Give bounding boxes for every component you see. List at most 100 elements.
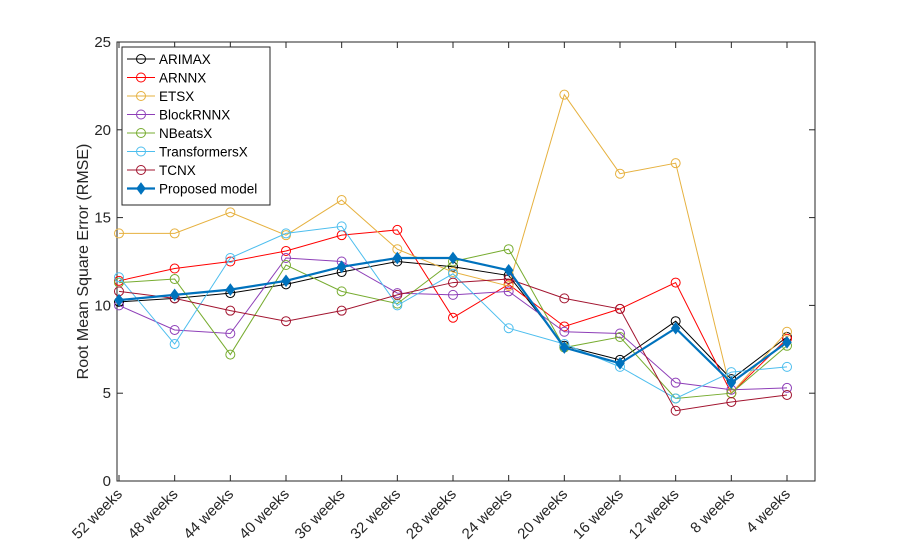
- data-point: [169, 288, 180, 302]
- data-point: [726, 376, 737, 389]
- data-point: [782, 361, 792, 372]
- data-point: [670, 393, 681, 404]
- legend-entry: Proposed model: [127, 182, 257, 197]
- data-point: [559, 293, 570, 304]
- legend: ARIMAX ARNNX ETSX BlockRNNX NBeatsX Transform…: [121, 46, 271, 206]
- data-point: [670, 377, 681, 388]
- x-tick-label: 20 weeks: [514, 486, 571, 543]
- y-tick-label: 0: [103, 473, 111, 490]
- x-tick-label: 48 weeks: [125, 486, 182, 543]
- legend-entry: NBeatsX: [127, 126, 212, 141]
- data-point: [114, 293, 124, 307]
- data-point: [225, 252, 236, 263]
- data-point: [336, 260, 347, 274]
- legend-entry: ARNNX: [127, 71, 206, 86]
- data-point: [448, 251, 458, 265]
- y-tick-label: 20: [94, 122, 111, 139]
- data-point: [336, 221, 347, 232]
- data-point: [670, 277, 681, 288]
- x-tick-label: 44 weeks: [180, 486, 237, 543]
- legend-entry: TransformersX: [127, 145, 248, 160]
- data-point: [559, 89, 570, 100]
- data-point: [114, 272, 124, 283]
- x-tick-label: 24 weeks: [459, 486, 516, 543]
- data-point: [782, 382, 792, 393]
- data-point: [336, 286, 347, 297]
- series-tcnx: [114, 274, 792, 416]
- data-point: [225, 305, 236, 316]
- data-point: [448, 312, 458, 323]
- series-line: [118, 278, 788, 412]
- x-tick-label: 36 weeks: [292, 486, 349, 543]
- legend-label: ETSX: [159, 89, 194, 104]
- data-point: [281, 316, 291, 327]
- data-point: [169, 263, 180, 274]
- data-point: [225, 207, 236, 218]
- data-point: [670, 158, 681, 169]
- y-tick-label: 5: [103, 385, 111, 402]
- series-line: [118, 225, 788, 400]
- y-tick-label: 10: [94, 297, 111, 314]
- series-line: [118, 229, 788, 395]
- series-line: [119, 93, 788, 395]
- data-point: [503, 286, 514, 297]
- data-point: [670, 405, 681, 416]
- data-point: [503, 323, 514, 334]
- data-point: [726, 396, 737, 407]
- data-point: [336, 305, 347, 316]
- data-point: [225, 283, 236, 296]
- data-point: [503, 263, 514, 277]
- data-point: [559, 321, 570, 332]
- series-lines: [114, 89, 792, 416]
- data-point: [559, 326, 570, 337]
- data-point: [225, 256, 236, 267]
- legend-label: ARIMAX: [159, 52, 211, 67]
- legend-entry: TCNX: [127, 163, 196, 178]
- x-tick-label: 32 weeks: [347, 486, 404, 543]
- data-point: [615, 328, 625, 339]
- data-point: [782, 389, 792, 400]
- data-point: [281, 260, 291, 271]
- data-point: [169, 339, 180, 350]
- legend-label: ARNNX: [159, 71, 206, 86]
- series-line: [118, 257, 788, 391]
- legend-marker: [136, 128, 146, 138]
- x-tick-label: 4 weeks: [743, 486, 794, 537]
- x-tick-label: 8 weeks: [687, 486, 738, 537]
- data-point: [392, 251, 403, 265]
- data-point: [392, 289, 403, 300]
- data-point: [559, 341, 570, 354]
- data-point: [114, 228, 124, 239]
- y-tick-label: 15: [94, 210, 111, 227]
- data-point: [225, 349, 236, 360]
- legend-marker: [136, 165, 146, 175]
- y-axis-label: Root Mean Square Error (RMSE): [75, 144, 92, 380]
- data-point: [615, 303, 625, 314]
- data-point: [503, 281, 514, 292]
- legend-label: TCNX: [159, 163, 196, 178]
- data-point: [169, 274, 180, 285]
- data-point: [670, 321, 681, 335]
- data-point: [615, 357, 625, 370]
- legend-label: NBeatsX: [159, 126, 212, 141]
- x-tick-label: 16 weeks: [570, 486, 627, 543]
- data-point: [392, 300, 403, 311]
- data-point: [503, 244, 514, 255]
- data-point: [169, 324, 180, 335]
- data-point: [448, 277, 458, 288]
- legend-marker: [136, 146, 146, 157]
- legend-entry: ARIMAX: [127, 52, 211, 67]
- y-tick-label: 25: [94, 34, 111, 51]
- x-tick-label: 52 weeks: [69, 486, 126, 543]
- data-point: [281, 252, 291, 263]
- series-proposed-model: [114, 251, 792, 389]
- x-tick-label: 12 weeks: [626, 486, 683, 543]
- data-point: [281, 228, 291, 239]
- legend-marker: [136, 182, 146, 195]
- data-point: [336, 195, 347, 206]
- legend-box: [121, 46, 271, 206]
- data-point: [281, 274, 291, 288]
- data-point: [392, 224, 403, 235]
- legend-marker: [136, 109, 146, 120]
